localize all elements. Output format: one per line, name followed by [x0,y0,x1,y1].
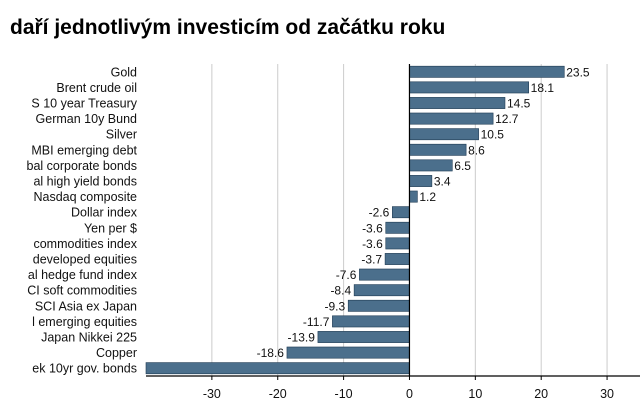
value-label: -18.6 [257,346,285,360]
chart-title: daří jednotlivým investicím od začátku r… [10,16,446,39]
bars [145,65,565,375]
bar [286,346,410,359]
value-label: 10.5 [481,128,505,142]
category-label: developed equities [33,253,137,267]
value-label: -7.6 [336,268,357,282]
category-label: CI soft commodities [27,284,137,298]
bar [409,159,453,172]
value-label: -3.6 [362,237,383,251]
value-label: -13.9 [288,331,316,345]
bar [332,315,410,328]
category-label: Japan Nikkei 225 [41,331,137,345]
x-tick-label: 10 [468,387,482,401]
value-label: -8.4 [330,284,351,298]
category-label: SCI Asia ex Japan [35,299,137,313]
category-label: Copper [96,346,137,360]
bar [353,284,410,297]
category-label: al hedge fund index [28,268,138,282]
x-tick-label: 20 [534,387,548,401]
value-label: 6.5 [454,159,471,173]
category-label: Silver [106,128,137,142]
category-label: al high yield bonds [33,175,137,189]
value-label: 23.5 [566,65,590,79]
value-label: -2.6 [369,206,390,220]
category-label: ek 10yr gov. bonds [32,362,137,376]
bar [385,237,410,250]
bar [347,299,410,312]
bar [409,190,418,203]
bar [392,206,410,219]
value-label: 12.7 [495,112,519,126]
x-tick-label: -10 [335,387,353,401]
value-label: -9.3 [325,299,346,313]
bar [359,268,410,281]
bar [409,97,506,109]
bar [385,221,410,234]
category-label: Nasdaq composite [33,190,137,204]
x-tick-label: 30 [600,387,614,401]
category-label: Brent crude oil [56,81,137,95]
bar [409,128,479,141]
x-tick-labels: -30 -20 -10 0 10 20 30 [203,387,614,401]
bar [409,65,565,78]
category-label: German 10y Bund [36,112,137,126]
value-label: -11.7 [303,315,330,329]
x-tick-label: -30 [203,387,221,401]
value-label: -3.7 [361,253,382,267]
category-label: Yen per $ [84,221,137,235]
category-label: Dollar index [71,206,138,220]
value-label: -3.6 [362,221,383,235]
bar [409,175,433,187]
value-label: 3.4 [434,175,451,189]
value-labels: 23.518.114.512.710.58.66.53.41.2-2.6-3.6… [257,65,590,360]
value-label: 14.5 [507,97,531,111]
bar [409,112,494,125]
bar [317,331,410,343]
category-label: commodities index [33,237,137,251]
value-label: 1.2 [419,190,436,204]
category-labels: Gold Brent crude oil S 10 year TreasuryGer… [27,65,138,375]
bar [145,362,410,375]
axes [146,64,640,380]
category-label: l emerging equities [32,315,137,329]
bar [409,81,529,94]
value-label: 18.1 [531,81,555,95]
x-tick-label: -20 [269,387,287,401]
category-label: bal corporate bonds [27,159,138,173]
bar [409,143,467,156]
category-label: MBI emerging debt [31,143,137,157]
category-label: S 10 year Treasury [31,97,137,111]
bar [384,253,410,265]
x-tick-label: 0 [406,387,413,401]
value-label: 8.6 [468,143,485,157]
category-label: Gold [111,65,137,79]
